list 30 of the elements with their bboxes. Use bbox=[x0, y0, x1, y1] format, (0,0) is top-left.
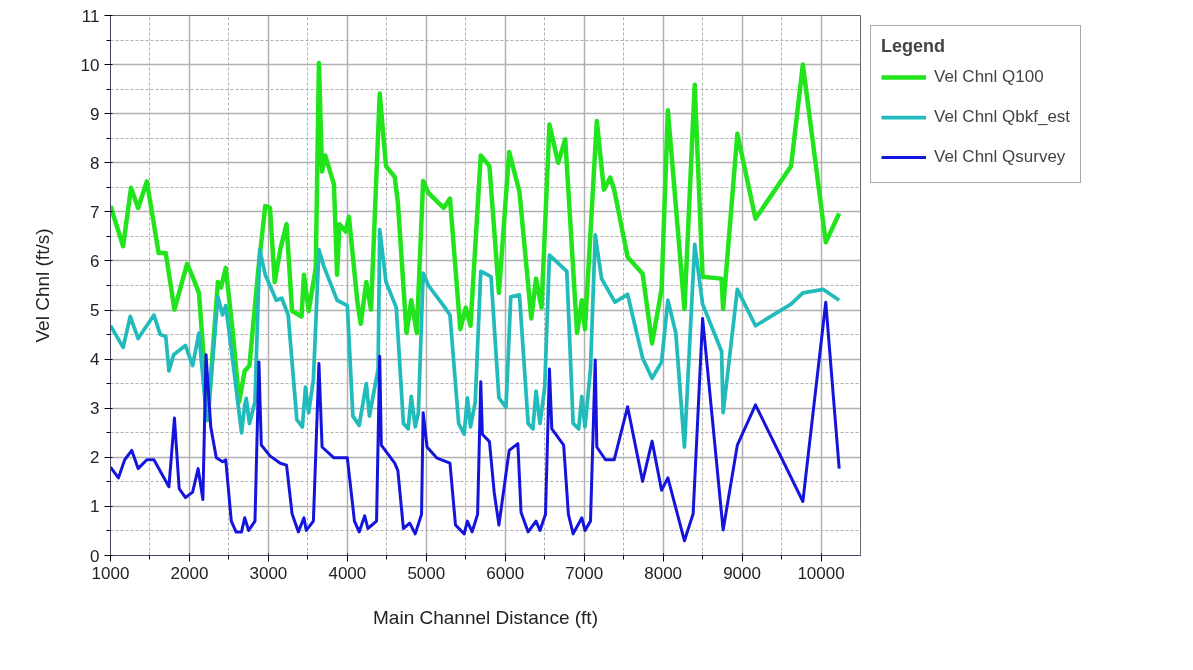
y-tick-label: 5 bbox=[90, 301, 100, 321]
x-tick-label: 2000 bbox=[170, 563, 209, 583]
x-axis-title: Main Channel Distance (ft) bbox=[373, 606, 598, 628]
y-tick-label: 10 bbox=[80, 55, 100, 75]
x-tick-label: 4000 bbox=[328, 563, 367, 583]
y-tick-label: 7 bbox=[90, 202, 100, 222]
y-tick-label: 11 bbox=[81, 6, 100, 26]
x-tick-label: 6000 bbox=[486, 563, 525, 583]
x-tick-label: 1000 bbox=[91, 563, 130, 583]
x-tick-label: 3000 bbox=[249, 563, 288, 583]
x-tick-label: 7000 bbox=[565, 563, 604, 583]
legend-title: Legend bbox=[881, 36, 946, 57]
y-tick-label: 9 bbox=[90, 104, 100, 124]
y-axis-title: Vel Chnl (ft/s) bbox=[31, 228, 53, 343]
y-tick-label: 0 bbox=[90, 546, 100, 566]
line-series bbox=[110, 300, 841, 543]
line-series bbox=[110, 227, 842, 449]
y-tick-label: 3 bbox=[90, 399, 100, 419]
y-tick-label: 4 bbox=[90, 350, 100, 370]
x-tick-label: 9000 bbox=[723, 563, 761, 583]
legend-label: Vel Chnl Qsurvey bbox=[934, 147, 1066, 167]
x-tick-label: 10000 bbox=[797, 563, 845, 583]
y-tick-label: 1 bbox=[90, 497, 100, 517]
x-tick-label: 8000 bbox=[644, 563, 683, 583]
legend-label: Vel Chnl Q100 bbox=[934, 67, 1044, 87]
x-tick-label: 5000 bbox=[407, 563, 446, 583]
y-tick-label: 2 bbox=[90, 448, 100, 468]
y-tick-label: 8 bbox=[90, 153, 100, 173]
legend-label: Vel Chnl Qbkf_est bbox=[934, 107, 1071, 127]
y-tick-label: 6 bbox=[90, 251, 100, 271]
